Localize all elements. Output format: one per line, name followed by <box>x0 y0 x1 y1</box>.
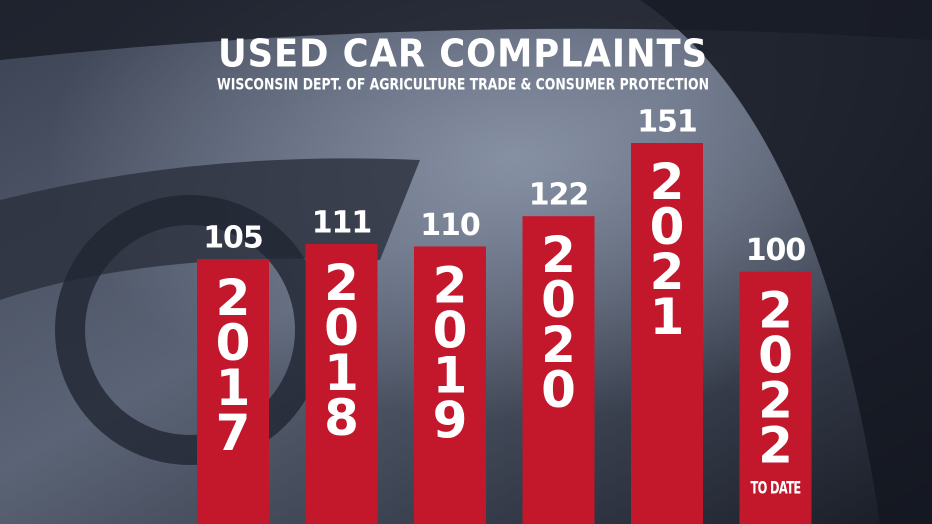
value-label: 111 <box>312 205 372 240</box>
value-label: 151 <box>637 105 697 140</box>
bar <box>522 216 595 524</box>
chart-subtitle: WISCONSIN DEPT. OF AGRICULTURE TRADE & C… <box>217 75 709 94</box>
bar <box>414 246 486 524</box>
value-label: 122 <box>529 178 589 213</box>
value-label: 105 <box>203 221 263 256</box>
value-label: 110 <box>420 208 480 243</box>
chart-title: USED CAR COMPLAINTS <box>218 32 708 76</box>
bar <box>197 259 269 524</box>
bar <box>305 243 378 524</box>
bar <box>631 143 703 524</box>
bar <box>739 271 812 524</box>
annotation: TO DATE <box>751 479 801 499</box>
value-label: 100 <box>746 233 806 268</box>
